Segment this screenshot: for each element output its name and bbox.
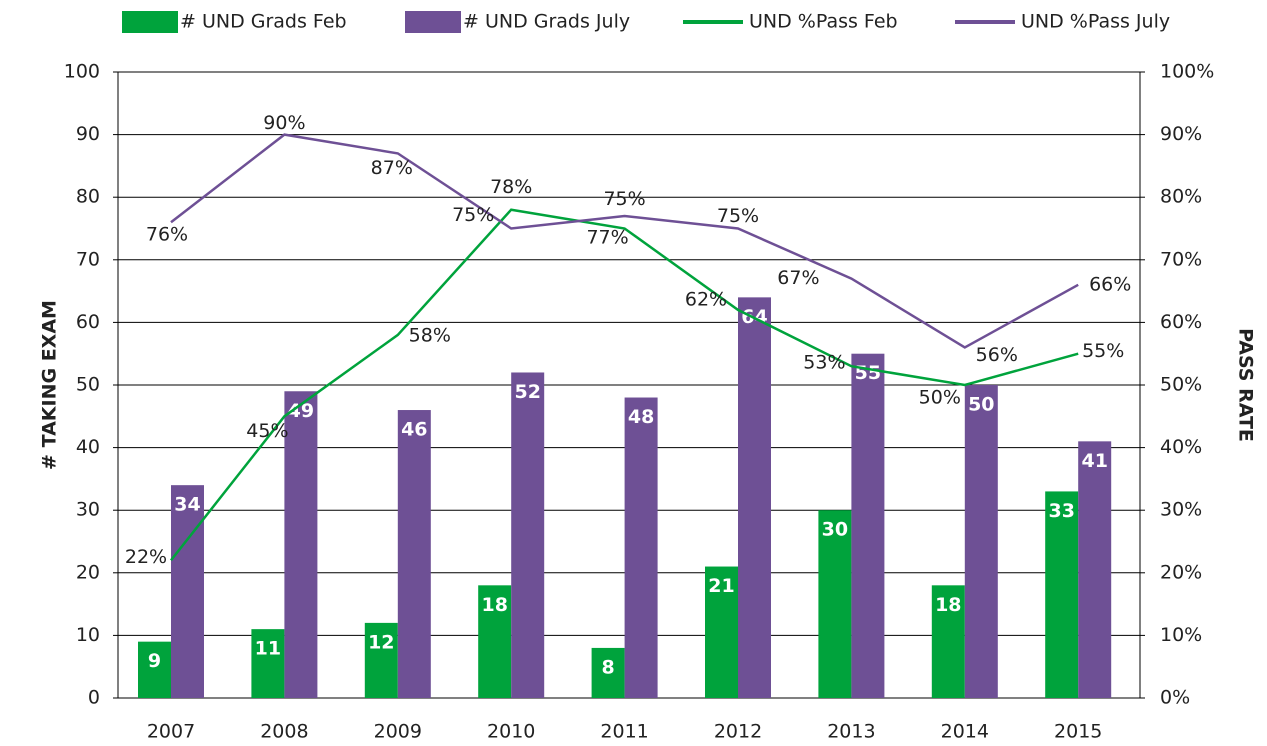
line-label: 62% bbox=[685, 288, 727, 310]
legend-swatch bbox=[405, 11, 461, 33]
bar bbox=[364, 622, 398, 698]
y-tick-label: 30 bbox=[76, 499, 100, 521]
y2-tick-label: 60% bbox=[1160, 311, 1202, 333]
bar bbox=[738, 297, 771, 698]
y2-tick-label: 30% bbox=[1160, 499, 1202, 521]
bar bbox=[1078, 441, 1112, 698]
line-label: 58% bbox=[409, 324, 451, 346]
bar-label: 34 bbox=[174, 494, 200, 516]
bar-label: 48 bbox=[628, 406, 654, 428]
bar-label: 33 bbox=[1048, 500, 1074, 522]
x-tick-label: 2015 bbox=[1054, 721, 1102, 743]
bar-label: 18 bbox=[935, 594, 961, 616]
bar bbox=[591, 647, 625, 698]
y2-tick-label: 40% bbox=[1160, 436, 1202, 458]
y2-tick-label: 0% bbox=[1160, 687, 1190, 709]
bar bbox=[284, 391, 318, 698]
legend-label: UND %Pass Feb bbox=[749, 11, 898, 33]
bar bbox=[1045, 491, 1079, 698]
bar bbox=[138, 641, 171, 698]
line-label: 75% bbox=[717, 205, 759, 227]
x-tick-label: 2010 bbox=[487, 721, 535, 743]
bar bbox=[964, 385, 998, 698]
line-label: 77% bbox=[586, 226, 628, 248]
y-tick-label: 40 bbox=[76, 436, 100, 458]
bar-label: 49 bbox=[288, 400, 314, 422]
line-label: 90% bbox=[263, 112, 305, 134]
y2-tick-label: 50% bbox=[1160, 374, 1202, 396]
line-label: 55% bbox=[1082, 340, 1124, 362]
y-tick-label: 50 bbox=[76, 374, 100, 396]
y-tick-label: 80 bbox=[76, 186, 100, 208]
line-label: 66% bbox=[1089, 273, 1131, 295]
legend-swatch bbox=[122, 11, 178, 33]
x-tick-label: 2009 bbox=[374, 721, 422, 743]
bar-label: 41 bbox=[1081, 450, 1107, 472]
line-label: 45% bbox=[246, 420, 288, 442]
y-tick-label: 20 bbox=[76, 561, 100, 583]
bar-label: 11 bbox=[255, 638, 281, 660]
line bbox=[170, 133, 1079, 349]
x-tick-label: 2008 bbox=[260, 721, 308, 743]
bar bbox=[931, 585, 965, 698]
x-tick-label: 2011 bbox=[600, 721, 648, 743]
y2-tick-label: 20% bbox=[1160, 561, 1202, 583]
y-tick-label: 90 bbox=[76, 123, 100, 145]
bar bbox=[511, 372, 545, 698]
line-label: 75% bbox=[452, 204, 494, 226]
line-label: 22% bbox=[125, 546, 167, 568]
y-tick-label: 60 bbox=[76, 311, 100, 333]
line-label: 75% bbox=[603, 188, 645, 210]
bar bbox=[624, 397, 658, 698]
bar bbox=[251, 629, 285, 698]
y2-tick-label: 10% bbox=[1160, 624, 1202, 646]
line-label: 87% bbox=[371, 157, 413, 179]
bar-label: 18 bbox=[481, 594, 507, 616]
line-label: 50% bbox=[919, 387, 961, 409]
y2-tick-label: 100% bbox=[1160, 61, 1214, 83]
bar-label: 12 bbox=[368, 631, 394, 653]
y-axis-label: # TAKING EXAM bbox=[39, 300, 61, 470]
line-label: 53% bbox=[803, 352, 845, 374]
bar-label: 8 bbox=[601, 656, 614, 678]
legend-label: UND %Pass July bbox=[1021, 11, 1170, 33]
bar bbox=[397, 410, 431, 698]
y-tick-label: 70 bbox=[76, 248, 100, 270]
line-label: 78% bbox=[490, 176, 532, 198]
y-tick-label: 0 bbox=[88, 687, 100, 709]
bar bbox=[818, 510, 852, 698]
y2-tick-label: 90% bbox=[1160, 123, 1202, 145]
legend-label: # UND Grads Feb bbox=[180, 11, 347, 33]
line-label: 67% bbox=[777, 267, 819, 289]
bar-label: 46 bbox=[401, 419, 427, 441]
y2-tick-label: 80% bbox=[1160, 186, 1202, 208]
x-tick-label: 2007 bbox=[147, 721, 195, 743]
x-tick-label: 2013 bbox=[827, 721, 875, 743]
bar bbox=[478, 585, 512, 698]
bar bbox=[705, 566, 738, 698]
bar-label: 50 bbox=[968, 394, 994, 416]
bar bbox=[851, 353, 885, 698]
x-tick-label: 2014 bbox=[941, 721, 989, 743]
y2-tick-label: 70% bbox=[1160, 248, 1202, 270]
y-tick-label: 10 bbox=[76, 624, 100, 646]
bar-label: 9 bbox=[148, 650, 161, 672]
line-label: 76% bbox=[146, 224, 188, 246]
line bbox=[170, 208, 1079, 562]
y-tick-label: 100 bbox=[64, 61, 100, 83]
bar-label: 21 bbox=[708, 575, 734, 597]
bar bbox=[171, 485, 204, 698]
bar-label: 55 bbox=[855, 362, 881, 384]
x-tick-label: 2012 bbox=[714, 721, 762, 743]
y2-axis-label: PASS RATE bbox=[1235, 328, 1257, 442]
legend-label: # UND Grads July bbox=[463, 11, 630, 33]
line-label: 56% bbox=[976, 344, 1018, 366]
bar-label: 30 bbox=[822, 519, 848, 541]
bar-label: 52 bbox=[514, 381, 540, 403]
